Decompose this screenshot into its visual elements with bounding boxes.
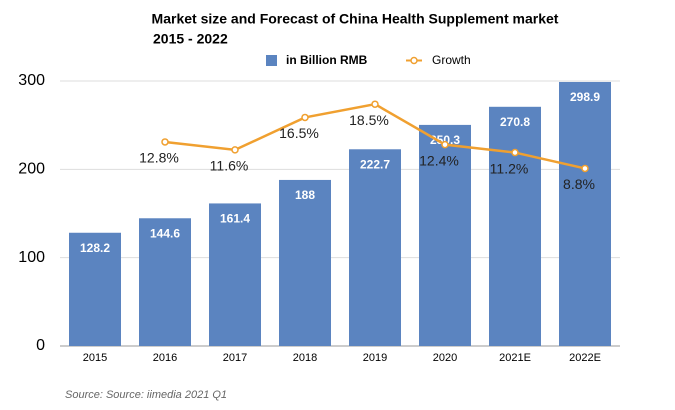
y-tick-label: 0: [36, 337, 45, 354]
bar: [279, 179, 331, 346]
bar: [419, 124, 471, 346]
y-tick-label: 300: [18, 72, 45, 89]
bar-value-label: 250.3: [430, 133, 460, 147]
bar: [489, 106, 541, 346]
x-tick-label: 2022E: [569, 352, 601, 364]
x-tick-label: 2019: [363, 352, 387, 364]
bar: [349, 149, 401, 346]
bar: [69, 232, 121, 346]
y-tick-label: 100: [18, 249, 45, 266]
growth-point: [231, 146, 239, 154]
growth-point: [511, 148, 519, 157]
source-note: Source: Source: iimedia 2021 Q1: [65, 389, 227, 401]
bar-value-label: 188: [295, 188, 315, 202]
x-tick-label: 2020: [433, 352, 457, 364]
bar-value-label: 270.8: [500, 115, 530, 129]
growth-point: [371, 100, 379, 108]
y-tick-label: 200: [18, 161, 45, 178]
bar: [139, 218, 191, 346]
growth-point: [441, 140, 449, 149]
growth-value-label: 11.2%: [490, 160, 529, 176]
bar-value-label: 144.6: [150, 226, 180, 240]
legend-swatch: [266, 55, 277, 66]
legend-label: Growth: [432, 53, 471, 67]
legend-label: in Billion RMB: [286, 53, 368, 67]
x-tick-label: 2017: [223, 352, 247, 364]
growth-value-label: 8.8%: [563, 176, 595, 192]
growth-point: [161, 138, 169, 146]
legend-swatch: [410, 56, 418, 65]
x-tick-label: 2016: [153, 352, 177, 364]
growth-point: [581, 164, 589, 173]
x-tick-label: 2021E: [499, 352, 531, 364]
growth-point: [301, 113, 309, 122]
bar-value-label: 222.7: [360, 157, 390, 171]
bar-value-label: 161.4: [220, 212, 250, 226]
x-tick-label: 2015: [83, 352, 107, 364]
x-tick-label: 2018: [293, 352, 317, 364]
bar-value-label: 128.2: [80, 241, 110, 255]
growth-value-label: 12.4%: [419, 152, 459, 168]
growth-value-label: 16.5%: [279, 125, 319, 141]
chart-subtitle: 2015 - 2022: [153, 31, 228, 47]
bar: [559, 81, 611, 346]
growth-value-label: 18.5%: [349, 112, 389, 128]
growth-value-label: 11.6%: [210, 158, 249, 174]
growth-value-label: 12.8%: [139, 150, 179, 166]
bar-value-label: 298.9: [570, 90, 600, 104]
bar: [209, 203, 261, 346]
chart-title: Market size and Forecast of China Health…: [152, 11, 559, 27]
